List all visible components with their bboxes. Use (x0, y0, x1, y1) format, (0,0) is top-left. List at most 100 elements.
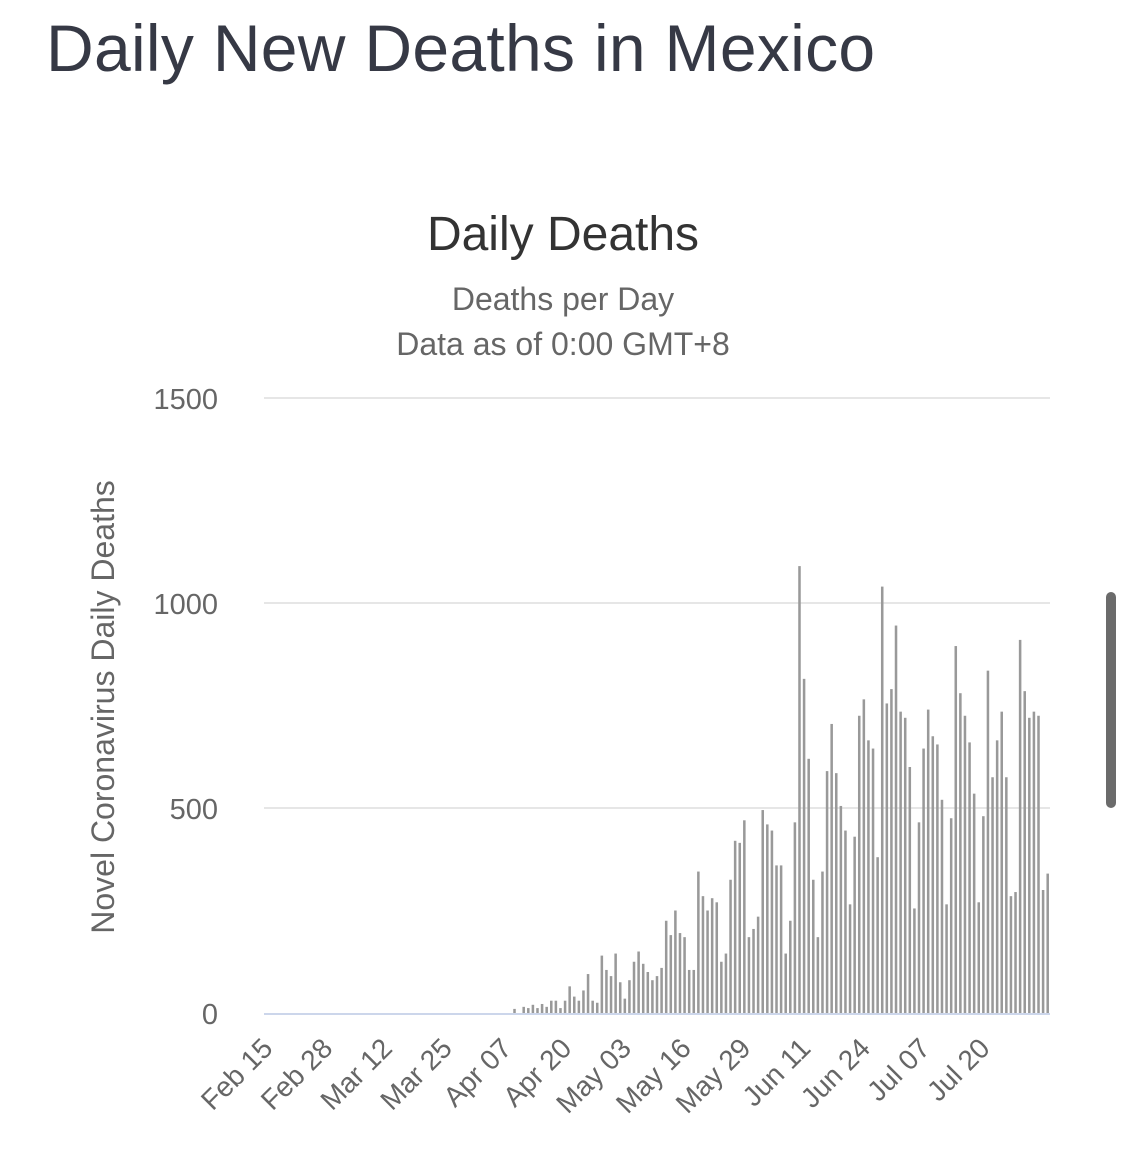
bar (614, 953, 617, 1013)
bar (876, 857, 879, 1013)
bar (789, 920, 792, 1013)
bar (991, 777, 994, 1013)
x-tick-label: Apr 07 (437, 1032, 517, 1112)
bar (802, 678, 806, 1013)
bar (977, 902, 981, 1013)
y-tick-label: 1500 (153, 384, 218, 416)
bar (995, 740, 999, 1013)
bar (701, 896, 705, 1013)
bar (862, 699, 866, 1013)
bar (623, 998, 627, 1013)
bar (678, 933, 682, 1013)
chart-subtitle: Deaths per Day (452, 281, 674, 317)
page-scrollbar[interactable] (1106, 592, 1116, 808)
bar (1046, 873, 1049, 1013)
x-tick-label: Jun 24 (795, 1032, 876, 1113)
bar (715, 902, 719, 1013)
bar (867, 740, 870, 1013)
bar (784, 953, 787, 1013)
bar (540, 1003, 544, 1013)
bar (903, 717, 907, 1013)
bar (1005, 777, 1008, 1013)
bar (527, 1008, 530, 1013)
bar (949, 818, 953, 1013)
bar (706, 910, 709, 1013)
bar (582, 990, 585, 1013)
bar (687, 969, 691, 1013)
bar (857, 715, 861, 1013)
bar (609, 976, 613, 1013)
y-axis-title: Novel Coronavirus Daily Deaths (85, 480, 121, 934)
bar (628, 980, 631, 1013)
grid-lines (264, 397, 1050, 1015)
bar (968, 742, 971, 1013)
x-tick-label: Jul 20 (921, 1032, 996, 1107)
bar (674, 910, 677, 1013)
bar (568, 986, 571, 1013)
bar (545, 1006, 548, 1013)
bar (1028, 717, 1031, 1013)
bar (926, 709, 930, 1013)
y-tick-label: 500 (170, 794, 218, 826)
bar (982, 816, 985, 1013)
bar (812, 879, 815, 1013)
bar (586, 974, 590, 1013)
chart-title: Daily Deaths (427, 208, 699, 261)
bar (972, 793, 976, 1013)
bar (885, 703, 889, 1013)
bar (752, 928, 755, 1013)
bar (894, 625, 898, 1013)
bar (536, 1008, 539, 1013)
bar (835, 773, 838, 1013)
bar (724, 953, 728, 1013)
bar (664, 920, 668, 1013)
bar (733, 840, 737, 1013)
bar (573, 996, 576, 1013)
bar (595, 1002, 599, 1013)
bar (655, 976, 659, 1013)
bar (1023, 691, 1026, 1013)
bar (821, 871, 824, 1013)
bar (890, 689, 893, 1013)
bar (697, 871, 700, 1013)
bar (936, 744, 939, 1013)
bar (899, 711, 902, 1013)
bar (1032, 711, 1036, 1013)
bar (591, 1000, 594, 1013)
bar (940, 799, 944, 1013)
bar (550, 1000, 553, 1013)
bar (908, 767, 912, 1013)
bar (945, 904, 948, 1013)
bar (747, 937, 751, 1013)
bar (554, 1000, 558, 1013)
bar (853, 836, 856, 1013)
bar (646, 972, 650, 1013)
bar (660, 967, 663, 1013)
y-tick-label: 1000 (153, 589, 218, 621)
bar (913, 908, 916, 1013)
bar (798, 566, 801, 1013)
bar (931, 736, 935, 1013)
bar (959, 693, 962, 1013)
bar (641, 963, 645, 1013)
bar (844, 830, 847, 1013)
bar (830, 723, 833, 1013)
bar (775, 865, 778, 1013)
bar (1014, 892, 1017, 1013)
bar (743, 820, 746, 1013)
bar (738, 842, 741, 1013)
bar (563, 1000, 567, 1013)
x-tick-label: Jul 07 (861, 1032, 936, 1107)
bar (710, 898, 714, 1013)
bar (954, 646, 958, 1013)
bar (848, 904, 852, 1013)
bar (986, 670, 990, 1013)
bar (770, 830, 774, 1013)
bar (871, 748, 875, 1013)
bar (922, 748, 925, 1013)
bar (637, 951, 640, 1013)
bar (1009, 896, 1013, 1013)
bar (729, 879, 732, 1013)
